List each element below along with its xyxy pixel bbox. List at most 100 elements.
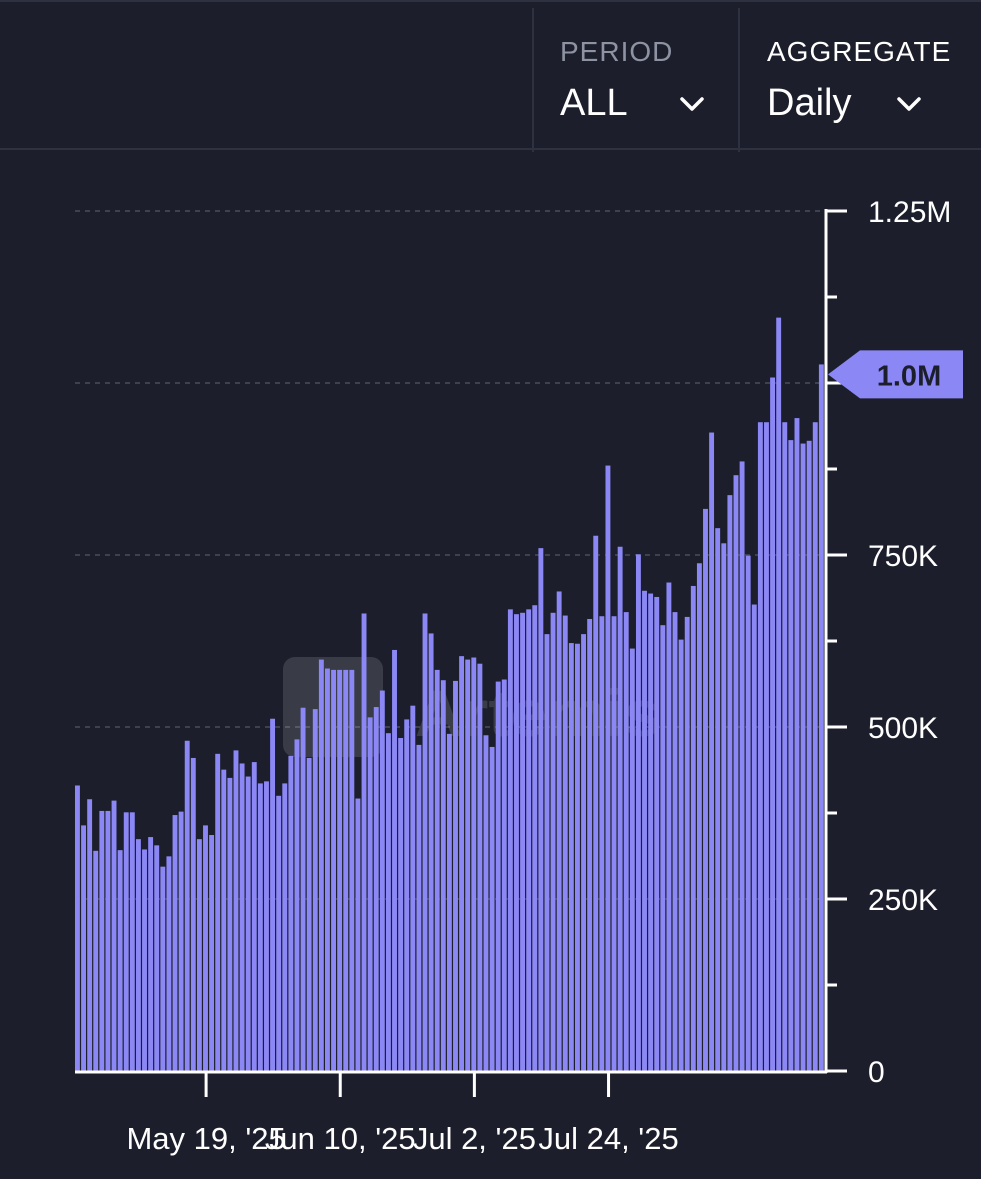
bar[interactable]	[148, 837, 154, 1071]
bar[interactable]	[483, 735, 489, 1071]
bar[interactable]	[751, 604, 757, 1071]
bar[interactable]	[178, 811, 184, 1071]
bar[interactable]	[800, 443, 806, 1071]
bar[interactable]	[739, 461, 745, 1071]
bar[interactable]	[764, 422, 769, 1071]
bar[interactable]	[300, 707, 306, 1071]
bar[interactable]	[782, 422, 788, 1071]
bar[interactable]	[678, 639, 684, 1071]
bar[interactable]	[550, 612, 556, 1071]
bar[interactable]	[142, 849, 147, 1071]
bar[interactable]	[446, 733, 452, 1071]
bar[interactable]	[111, 800, 117, 1071]
bar[interactable]	[459, 656, 465, 1071]
bar[interactable]	[672, 612, 678, 1071]
bar[interactable]	[526, 609, 532, 1071]
bar[interactable]	[477, 663, 483, 1071]
bar[interactable]	[221, 769, 227, 1071]
bar[interactable]	[379, 690, 385, 1071]
bar[interactable]	[135, 839, 141, 1071]
bar[interactable]	[727, 495, 733, 1071]
bar[interactable]	[648, 593, 654, 1071]
bar[interactable]	[93, 850, 99, 1071]
bar[interactable]	[288, 755, 294, 1071]
bar[interactable]	[757, 422, 763, 1071]
bar[interactable]	[355, 798, 361, 1071]
bar[interactable]	[581, 634, 586, 1071]
bar[interactable]	[331, 669, 336, 1071]
bar[interactable]	[721, 543, 727, 1071]
bar[interactable]	[276, 795, 282, 1071]
bar[interactable]	[325, 668, 330, 1071]
bar[interactable]	[160, 866, 166, 1071]
bar[interactable]	[745, 555, 751, 1071]
bar[interactable]	[465, 659, 471, 1071]
bar[interactable]	[507, 609, 513, 1071]
bar[interactable]	[184, 740, 190, 1071]
bar[interactable]	[812, 422, 818, 1071]
bar[interactable]	[575, 643, 580, 1071]
bar[interactable]	[617, 546, 623, 1071]
bar[interactable]	[99, 810, 105, 1071]
bar[interactable]	[422, 613, 428, 1071]
bar[interactable]	[190, 757, 196, 1071]
bar[interactable]	[203, 825, 208, 1071]
bar[interactable]	[666, 582, 672, 1071]
bar[interactable]	[404, 719, 410, 1071]
bar[interactable]	[623, 612, 629, 1071]
bar[interactable]	[416, 744, 422, 1071]
bar[interactable]	[349, 669, 355, 1071]
bar[interactable]	[367, 717, 373, 1071]
period-dropdown[interactable]: PERIOD ALL	[532, 8, 740, 152]
bar[interactable]	[428, 633, 434, 1071]
bar[interactable]	[306, 757, 312, 1071]
bar[interactable]	[806, 440, 812, 1071]
bar[interactable]	[264, 781, 269, 1071]
bar[interactable]	[123, 812, 129, 1071]
bar[interactable]	[251, 762, 257, 1071]
bar[interactable]	[337, 669, 343, 1071]
bar[interactable]	[501, 679, 507, 1071]
bar[interactable]	[361, 613, 367, 1071]
bar[interactable]	[818, 364, 824, 1071]
bar[interactable]	[398, 738, 404, 1071]
bar[interactable]	[514, 614, 519, 1071]
bar[interactable]	[245, 776, 251, 1071]
bar[interactable]	[282, 783, 288, 1071]
bar[interactable]	[373, 707, 379, 1071]
bar[interactable]	[410, 705, 416, 1071]
bar[interactable]	[629, 648, 635, 1071]
bar[interactable]	[538, 548, 544, 1071]
bar[interactable]	[709, 432, 715, 1071]
bar[interactable]	[495, 681, 501, 1071]
bar[interactable]	[788, 440, 794, 1071]
bar[interactable]	[166, 856, 172, 1071]
bar[interactable]	[196, 839, 202, 1071]
bar[interactable]	[233, 750, 239, 1071]
bar[interactable]	[642, 590, 647, 1071]
bar[interactable]	[568, 643, 574, 1071]
bar[interactable]	[599, 616, 605, 1071]
bar[interactable]	[392, 649, 397, 1071]
bar[interactable]	[209, 835, 215, 1071]
bar[interactable]	[434, 669, 440, 1071]
bar[interactable]	[312, 709, 318, 1071]
bar[interactable]	[684, 616, 690, 1071]
bar[interactable]	[715, 528, 721, 1071]
bar[interactable]	[117, 850, 123, 1071]
bar[interactable]	[654, 596, 660, 1071]
bar[interactable]	[696, 563, 702, 1071]
bar[interactable]	[87, 799, 93, 1071]
bar[interactable]	[733, 475, 739, 1071]
bar[interactable]	[75, 785, 80, 1071]
bar[interactable]	[605, 465, 611, 1071]
bar[interactable]	[660, 625, 666, 1071]
bar[interactable]	[776, 317, 782, 1071]
bar[interactable]	[440, 680, 446, 1071]
bar[interactable]	[587, 618, 593, 1071]
bar[interactable]	[562, 615, 568, 1071]
bar[interactable]	[611, 616, 617, 1071]
bar[interactable]	[794, 418, 800, 1071]
bar[interactable]	[215, 753, 221, 1071]
bar[interactable]	[154, 845, 160, 1071]
